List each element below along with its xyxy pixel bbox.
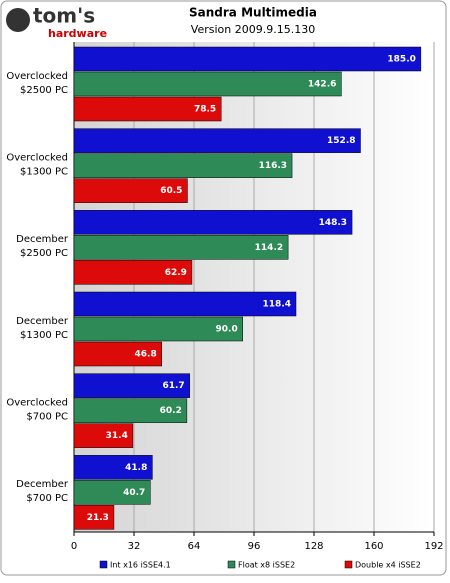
legend-swatch (227, 560, 236, 569)
legend-swatch (99, 560, 108, 569)
y-tick-label: $1300 PC (20, 330, 68, 341)
chart-subtitle: Version 2009.9.15.130 (191, 23, 315, 36)
x-tick-label: 32 (128, 541, 141, 552)
value-label: 61.7 (162, 381, 184, 391)
value-label: 142.6 (308, 80, 336, 90)
y-tick-label: $700 PC (26, 412, 68, 423)
y-tick-label: December (16, 316, 69, 327)
bar (73, 423, 134, 448)
value-label: 60.2 (160, 406, 182, 416)
value-label: 114.2 (255, 243, 283, 253)
bar (73, 153, 293, 178)
bar (73, 316, 243, 342)
bar (73, 46, 422, 72)
y-tick-label: Overclocked (6, 153, 68, 164)
x-tick-label: 96 (248, 541, 261, 552)
chart-title: Sandra Multimedia (189, 6, 317, 20)
bar (73, 210, 353, 235)
x-tick-label: 128 (304, 541, 323, 552)
y-tick-label: $2500 PC (20, 248, 68, 259)
value-label: 60.5 (160, 186, 182, 196)
value-label: 40.7 (123, 488, 145, 498)
bar (73, 291, 297, 317)
value-label: 116.3 (259, 161, 287, 171)
value-label: 41.8 (125, 463, 147, 473)
bar (73, 96, 222, 122)
bar (73, 71, 342, 97)
x-tick-label: 160 (364, 541, 383, 552)
x-tick-label: 64 (188, 541, 201, 552)
legend-label: Int x16 iSSE4.1 (110, 561, 171, 570)
legend-label: Double x4 iSSE2 (355, 561, 421, 570)
logo-name: tom's (33, 4, 95, 28)
value-label: 185.0 (387, 55, 415, 65)
bar (73, 128, 361, 153)
legend-swatch (344, 560, 353, 569)
y-tick-label: $1300 PC (20, 167, 68, 178)
value-label: 46.8 (135, 350, 157, 360)
y-tick-label: $2500 PC (20, 85, 68, 96)
x-tick-label: 0 (71, 541, 77, 552)
bar (73, 480, 151, 505)
bar (73, 235, 289, 260)
value-label: 62.9 (165, 268, 187, 278)
y-tick-label: $700 PC (26, 493, 68, 504)
y-tick-label: Overclocked (6, 398, 68, 409)
y-tick-label: Overclocked (6, 71, 68, 82)
value-label: 31.4 (106, 431, 128, 441)
legend-label: Float x8 iSSE2 (238, 561, 295, 570)
y-tick-label: December (16, 479, 69, 490)
value-label: 118.4 (263, 300, 291, 310)
bar (73, 398, 188, 423)
value-label: 148.3 (319, 218, 347, 228)
logo-sub: hardware (48, 27, 107, 40)
bar (73, 260, 193, 285)
value-label: 78.5 (194, 105, 216, 115)
bar (73, 373, 190, 398)
bar (73, 178, 188, 203)
value-label: 21.3 (87, 513, 109, 523)
y-tick-label: December (16, 234, 69, 245)
x-tick-label: 192 (424, 541, 443, 552)
value-label: 152.8 (327, 136, 355, 146)
bar (73, 341, 162, 367)
logo-icon (6, 8, 30, 32)
bar (73, 455, 153, 480)
bar (73, 505, 115, 530)
value-label: 90.0 (216, 325, 238, 335)
